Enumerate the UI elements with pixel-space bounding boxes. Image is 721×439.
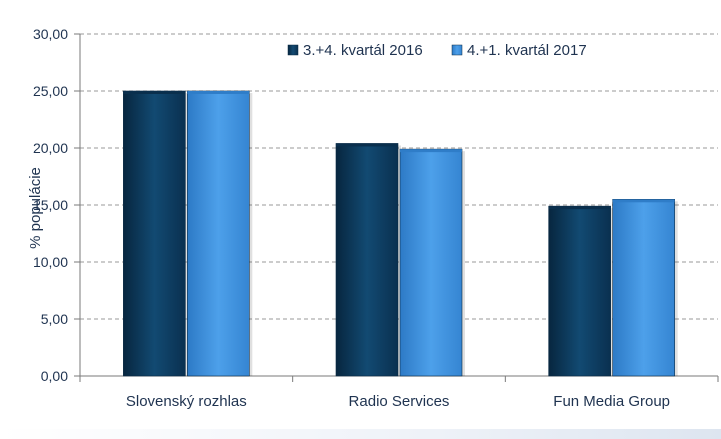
y-tick-label: 20,00 [33,140,68,156]
y-tick-label: 15,00 [33,197,68,213]
y-tick-label: 5,00 [41,311,68,327]
bar-top-edge [336,143,398,147]
legend-swatch [287,44,299,56]
y-axis-title: % populácie [27,167,44,249]
bar-top-edge [548,206,611,210]
bar-series1 [123,90,186,377]
bar-series2 [612,199,675,377]
category-label: Slovenský rozhlas [126,393,247,410]
legend-swatch [451,44,463,56]
bar-top-edge [187,91,250,94]
category-label: Fun Media Group [553,393,670,410]
bar-top-edge [400,149,462,153]
legend-label: 3.+4. kvartál 2016 [303,42,423,59]
bar-top-edge [123,91,186,94]
legend-label: 4.+1. kvartál 2017 [467,42,587,59]
bottom-decor-strip [0,429,721,439]
y-tick-label: 30,00 [33,26,68,42]
bar-series1 [335,143,399,377]
y-tick-label: 0,00 [41,368,68,384]
x-axis-categories: Slovenský rozhlas Radio Services Fun Media… [126,393,670,410]
bar-series1 [548,205,611,377]
y-tick-label: 25,00 [33,83,68,99]
category-label: Radio Services [349,393,450,410]
bar-series2 [187,90,250,377]
y-axis-ticks: 0,00 5,00 10,00 15,00 20,00 25,00 30,00 [33,26,80,384]
bar-top-edge [612,199,675,203]
bars [123,90,678,377]
y-tick-label: 10,00 [33,254,68,270]
legend: 3.+4. kvartál 2016 4.+1. kvartál 2017 [287,42,587,59]
bar-series2 [399,148,463,377]
